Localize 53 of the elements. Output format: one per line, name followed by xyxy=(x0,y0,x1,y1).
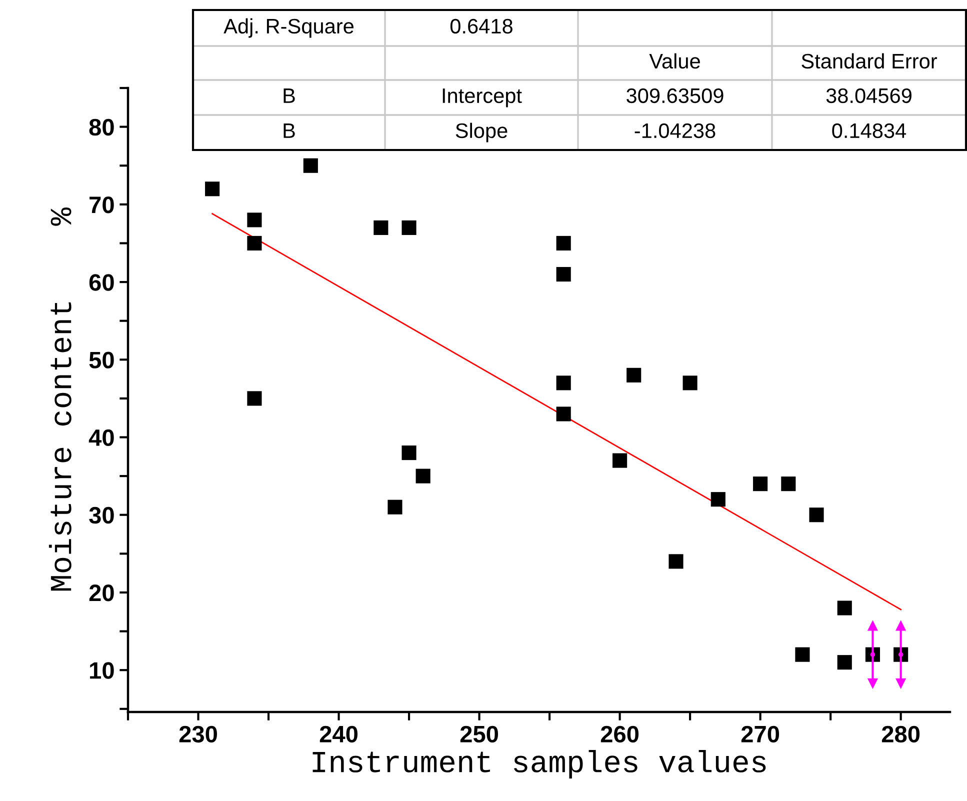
x-axis-title: Instrument samples values xyxy=(312,750,766,778)
point xyxy=(416,468,430,484)
point xyxy=(626,368,642,382)
y-tick-label: 50 xyxy=(89,352,114,368)
x-tick-label: 240 xyxy=(320,726,358,743)
y-tick-label: 40 xyxy=(88,429,114,446)
point xyxy=(668,554,684,569)
point xyxy=(837,655,852,670)
point xyxy=(388,500,402,514)
point xyxy=(753,476,768,492)
annotation: Intercept xyxy=(442,88,522,108)
x-tick-label: 230 xyxy=(179,726,217,743)
text: Adj. R-Square xyxy=(224,18,354,38)
y-tick-label: 30 xyxy=(89,506,114,524)
point xyxy=(781,476,796,492)
y-tick-label: 20 xyxy=(89,584,114,602)
point xyxy=(710,492,726,507)
point xyxy=(303,158,318,173)
point xyxy=(247,212,262,228)
x-tick-label: 270 xyxy=(741,726,780,743)
point xyxy=(795,647,810,662)
y-axis-title: Moisture content % xyxy=(48,207,72,591)
point xyxy=(556,266,571,282)
y-tick-label: 60 xyxy=(89,274,114,291)
y-tick-label: 80 xyxy=(89,118,114,136)
annotation: Slope xyxy=(456,122,508,142)
point xyxy=(247,236,262,251)
annotation: B xyxy=(284,88,295,103)
y-tick-label: 10 xyxy=(90,662,114,679)
text: Value xyxy=(649,53,700,69)
annotation: 38.04569 xyxy=(826,88,912,104)
point xyxy=(402,445,416,460)
point xyxy=(247,391,262,406)
point xyxy=(556,236,571,251)
point xyxy=(556,406,571,422)
annotation: B xyxy=(284,124,295,138)
point xyxy=(374,220,388,235)
x-tick-label: 250 xyxy=(460,726,498,743)
annotation: 0.14834 xyxy=(832,123,906,138)
point xyxy=(402,220,416,235)
point xyxy=(612,453,628,468)
x-tick-label: 280 xyxy=(882,726,920,743)
point xyxy=(205,182,220,196)
x-tick-label: 260 xyxy=(600,726,639,743)
text: Standard Error xyxy=(802,53,937,69)
point xyxy=(556,376,571,390)
point xyxy=(809,508,824,522)
annotation: -1.04238 xyxy=(634,123,716,138)
annotation: 309.63509 xyxy=(626,88,724,104)
text: 0.6418 xyxy=(450,18,512,34)
point xyxy=(837,600,852,616)
point xyxy=(682,376,698,390)
y-tick-label: 70 xyxy=(90,196,114,214)
